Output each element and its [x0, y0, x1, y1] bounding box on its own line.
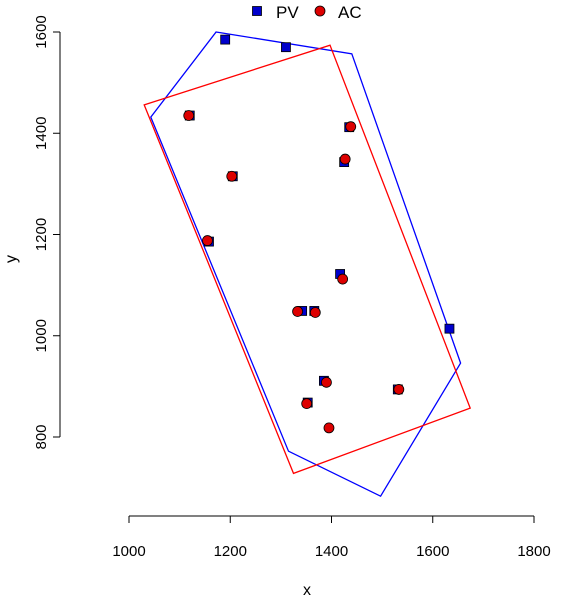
- y-axis: 800 1000 1200 1400 1600: [33, 15, 61, 450]
- point-ac: [226, 170, 238, 182]
- point-ac: [337, 273, 349, 285]
- legend-marker-ac: [314, 5, 326, 17]
- y-tick-label: 1400: [33, 117, 50, 150]
- hull-ac: [143, 44, 472, 475]
- point-ac: [393, 384, 405, 395]
- data-points: [183, 34, 455, 434]
- point-pv: [281, 42, 291, 53]
- point-pv: [444, 323, 455, 334]
- hull-pv: [150, 31, 462, 498]
- point-ac: [292, 306, 303, 317]
- x-tick-label: 1800: [517, 543, 550, 560]
- x-axis-title: x: [303, 582, 311, 599]
- point-pv: [220, 34, 231, 45]
- point-ac: [301, 398, 313, 409]
- y-tick-label: 1200: [33, 218, 50, 251]
- y-tick-label: 800: [33, 424, 50, 449]
- point-ac: [323, 422, 335, 434]
- x-tick-label: 1400: [315, 543, 348, 560]
- point-ac: [339, 153, 351, 165]
- point-ac: [321, 376, 332, 388]
- point-ac: [345, 121, 357, 133]
- legend-label-pv: PV: [276, 3, 299, 22]
- legend-label-ac: AC: [338, 3, 362, 22]
- legend-marker-pv: [252, 6, 262, 16]
- x-tick-label: 1200: [214, 543, 247, 560]
- x-axis: 1000 1200 1400 1600 1800: [112, 515, 551, 560]
- y-tick-label: 1600: [33, 15, 50, 48]
- point-ac: [309, 307, 321, 318]
- legend: PV AC: [252, 3, 362, 22]
- convex-hulls: [143, 31, 472, 498]
- point-ac: [183, 110, 195, 121]
- x-tick-label: 1600: [416, 543, 449, 560]
- x-tick-label: 1000: [112, 543, 145, 560]
- y-axis-title: y: [3, 255, 20, 263]
- point-ac: [202, 235, 213, 246]
- y-tick-label: 1000: [33, 319, 50, 352]
